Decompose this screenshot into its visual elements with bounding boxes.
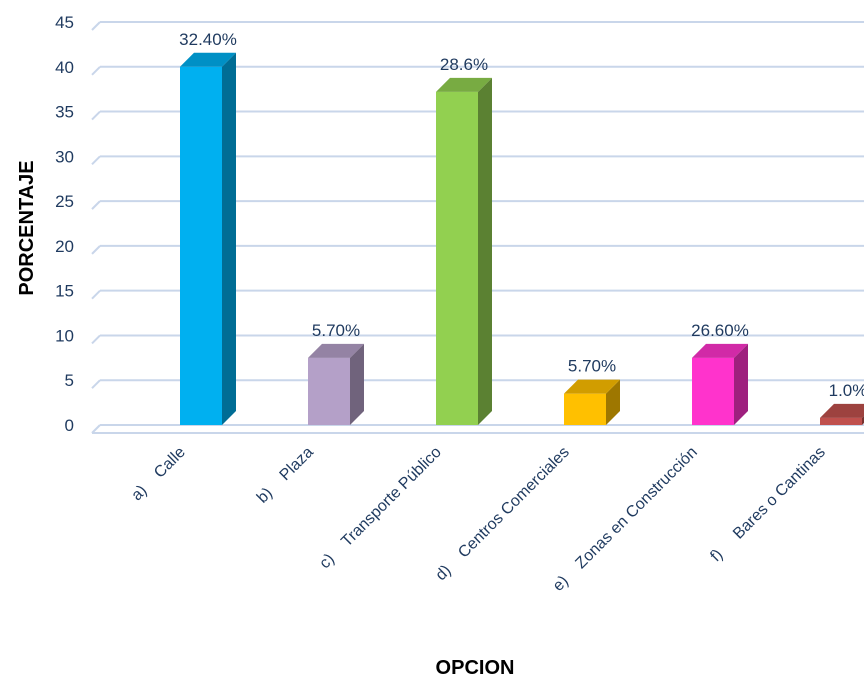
bar-front	[692, 357, 734, 425]
x-category-label: b) Plaza	[254, 444, 317, 507]
y-tick-label: 15	[55, 282, 74, 301]
bar-front	[308, 357, 350, 425]
y-tick-label: 5	[65, 371, 74, 390]
bar-top	[180, 52, 236, 67]
gridline-slant	[91, 379, 101, 389]
bar-top	[308, 343, 364, 358]
bar-front	[180, 66, 222, 426]
y-tick-label: 20	[55, 237, 74, 256]
bar-top	[436, 77, 492, 92]
bar-side	[478, 77, 492, 425]
bar-front	[820, 417, 862, 425]
bars	[180, 52, 864, 426]
bar-top	[692, 343, 748, 358]
x-category-label: e) Zonas en Construcción	[550, 444, 701, 595]
x-category-label: a) Calle	[128, 444, 189, 505]
bar	[564, 379, 620, 425]
gridline-slant	[91, 245, 101, 255]
y-tick-label: 30	[55, 147, 74, 166]
data-label: 28.6%	[440, 55, 488, 74]
bar-top	[820, 403, 864, 418]
data-label: 32.40%	[179, 30, 237, 49]
y-tick-label: 10	[55, 326, 74, 345]
gridline-slant	[91, 66, 101, 76]
bar-front	[436, 91, 478, 425]
data-label: 26.60%	[691, 321, 749, 340]
x-category-label: f) Bares o Cantinas	[707, 444, 828, 565]
bar-top	[564, 379, 620, 394]
x-category-label: c) Transporte Público	[316, 444, 444, 572]
bar	[692, 343, 748, 425]
data-label: 5.70%	[312, 321, 360, 340]
bar-front	[564, 393, 606, 425]
y-tick-label: 0	[65, 416, 74, 435]
bar-side	[350, 343, 364, 425]
y-tick-label: 45	[55, 13, 74, 32]
gridline-slant	[91, 155, 101, 166]
y-axis-ticks: 0 5 10 15 20 25 30 35 40 45	[55, 13, 74, 435]
gridline-slant	[91, 424, 101, 434]
gridline-slant	[91, 289, 101, 300]
y-tick-label: 25	[55, 192, 74, 211]
gridline-slant	[91, 334, 101, 345]
bar-side	[734, 343, 748, 425]
gridline-slant	[91, 200, 101, 210]
gridline-slant	[91, 21, 101, 31]
bar-side	[222, 52, 236, 426]
bar	[180, 52, 236, 426]
data-label: 1.0%	[829, 381, 864, 400]
data-labels: 32.40% 5.70% 28.6% 5.70% 26.60% 1.0%	[179, 30, 864, 400]
bar	[308, 343, 364, 425]
bar	[820, 403, 864, 425]
bar-side	[606, 379, 620, 425]
bar	[436, 77, 492, 425]
data-label: 5.70%	[568, 357, 616, 376]
y-axis-title: PORCENTAJE	[16, 160, 38, 295]
y-tick-label: 35	[55, 103, 74, 122]
x-category-label: d) Centros Comerciales	[433, 444, 573, 584]
gridline-slant	[91, 110, 101, 121]
y-tick-label: 40	[55, 58, 74, 77]
x-axis-title: OPCION	[436, 657, 515, 679]
x-axis-categories: a) Calle b) Plaza c) Transporte Públicod) …	[128, 444, 828, 595]
